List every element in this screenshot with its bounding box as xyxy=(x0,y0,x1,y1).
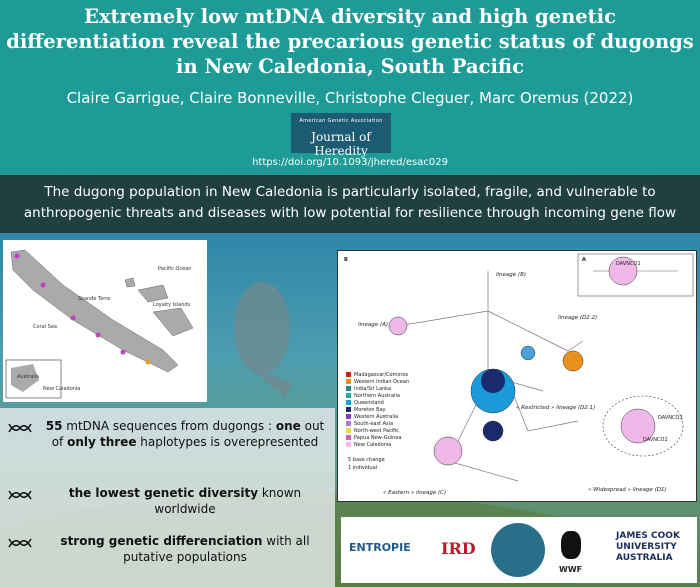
bullet-text: mtDNA sequences from dugongs : xyxy=(62,419,276,433)
lineage-label: « Widespread » lineage (D1) xyxy=(588,487,667,493)
network-svg: B A DAVNCO1 DAVNCO2 DAVNCO3 lineage (B) … xyxy=(344,253,694,496)
lineage-label: lineage (D2.2) xyxy=(558,315,597,321)
bullet-text: haplotypes is overepresented xyxy=(136,435,319,449)
map-label: Grande Terre xyxy=(78,296,110,302)
haplotype xyxy=(481,369,505,393)
bullet-text: 55 xyxy=(45,419,63,433)
dna-svg xyxy=(8,538,32,548)
dna-icon xyxy=(8,420,32,434)
haplotype-label: DAVNCO1 xyxy=(616,261,641,267)
journal-logo: American Genetic Association Journal of … xyxy=(291,113,391,158)
grande-terre xyxy=(10,249,179,373)
journal-association: American Genetic Association xyxy=(299,118,383,124)
legend-swatch xyxy=(346,386,351,391)
bullet-text: only three xyxy=(67,435,137,449)
dna-svg xyxy=(8,490,32,500)
journal-name: Journal of Heredity xyxy=(311,130,371,158)
panel-a-box xyxy=(577,253,694,297)
legend-swatch xyxy=(346,435,351,440)
legend-label: India/Sri Lanka xyxy=(354,386,391,392)
map-svg: Coral Sea Grande Terre Loyalty Islands P… xyxy=(3,240,207,402)
bullet-text: known worldwide xyxy=(154,486,302,516)
haplotype xyxy=(482,420,504,442)
summary: The dugong population in New Caledonia i… xyxy=(23,184,677,221)
legend-swatch xyxy=(346,400,351,405)
lineage-label: lineage (A) xyxy=(358,322,388,328)
map-label: Loyalty Islands xyxy=(153,302,191,308)
legend-swatch xyxy=(346,414,351,419)
panel-label: A xyxy=(582,257,586,263)
bullet-text: with all putative populations xyxy=(123,534,310,564)
widespread-group xyxy=(602,395,684,457)
legend-label: North-west Pacific xyxy=(354,428,399,434)
legend-label: Northern Australia xyxy=(354,393,400,399)
map-label: Australia xyxy=(17,374,39,380)
bullet-text: the lowest genetic diversity xyxy=(68,486,259,500)
bullet: the lowest genetic diversity known world… xyxy=(40,485,330,517)
logo: IRD xyxy=(441,539,476,558)
legend-swatch xyxy=(346,428,351,433)
bullet: 55 mtDNA sequences from dugongs : one ou… xyxy=(40,418,330,450)
logo-panda xyxy=(561,531,581,559)
map-label: Coral Sea xyxy=(33,324,57,330)
haplotype xyxy=(608,256,638,286)
map-label: Pacific Ocean xyxy=(158,266,191,272)
panel-label: B xyxy=(344,257,348,263)
haplotype-label: DAVNCO2 xyxy=(643,437,668,443)
legend-label: Madagascar/Comoros xyxy=(354,372,408,378)
legend-swatch xyxy=(346,442,351,447)
dugong-tail xyxy=(250,368,292,398)
legend-swatch xyxy=(346,421,351,426)
scale-label: 1 individual xyxy=(348,465,377,471)
map: Coral Sea Grande Terre Loyalty Islands P… xyxy=(3,240,207,402)
haplotype xyxy=(388,316,408,336)
dugong xyxy=(234,282,290,374)
legend-label: Papua New-Guinea xyxy=(354,435,402,441)
legend-swatch xyxy=(346,372,351,377)
legend-label: South-east Asia xyxy=(354,421,393,427)
haplotype xyxy=(433,436,463,466)
map-label: New Caledonia xyxy=(43,386,80,392)
haplotype xyxy=(562,350,584,372)
bullet-text: strong genetic differenciation xyxy=(60,534,263,548)
scale-label: 5 base change xyxy=(348,457,385,463)
network-figure: B A DAVNCO1 DAVNCO2 DAVNCO3 lineage (B) … xyxy=(337,250,697,502)
legend-swatch xyxy=(346,379,351,384)
bullet-text: one xyxy=(275,419,301,433)
key-findings xyxy=(0,408,335,587)
dna-svg xyxy=(8,423,32,433)
lineage-label: lineage (B) xyxy=(496,272,526,278)
haplotype xyxy=(620,408,656,444)
haplotype xyxy=(520,345,536,361)
legend-label: New Caledonia xyxy=(354,442,391,448)
bullet: strong genetic differenciation with all … xyxy=(40,533,330,565)
authors: Claire Garrigue, Claire Bonneville, Chri… xyxy=(66,89,634,107)
legend-label: Queensland xyxy=(354,400,384,406)
legend-label: Western Indian Ocean xyxy=(354,379,409,385)
legend-label: Moreton Bay xyxy=(354,407,386,413)
title: Extremely low mtDNA diversity and high g… xyxy=(6,5,694,78)
lineage-label: « Restricted » lineage (D2.1) xyxy=(516,405,595,411)
haplotype-label: DAVNCO3 xyxy=(658,415,683,421)
logo: ENTROPIE xyxy=(349,541,411,554)
legend-label: Western Australia xyxy=(354,414,398,420)
bullet-text: out of xyxy=(51,419,325,449)
inset-australia xyxy=(11,364,39,392)
dugong-sites xyxy=(14,253,151,365)
doi: https://doi.org/10.1093/jhered/esac029 xyxy=(252,157,448,168)
loyalty-islands xyxy=(124,277,194,337)
partner-logos: ENTROPIE IRD WWF JAMES COOK UNIVERSITY A… xyxy=(341,517,697,583)
logo: JAMES COOK UNIVERSITY AUSTRALIA xyxy=(616,531,680,563)
legend-swatch xyxy=(346,407,351,412)
legend-swatch xyxy=(346,393,351,398)
dna-icon xyxy=(8,535,32,549)
lineage-label: « Eastern » lineage (C) xyxy=(383,490,446,496)
summary-band xyxy=(0,175,700,233)
dna-icon xyxy=(8,487,32,501)
logo: WWF xyxy=(559,565,583,574)
logo-oca xyxy=(491,523,545,577)
